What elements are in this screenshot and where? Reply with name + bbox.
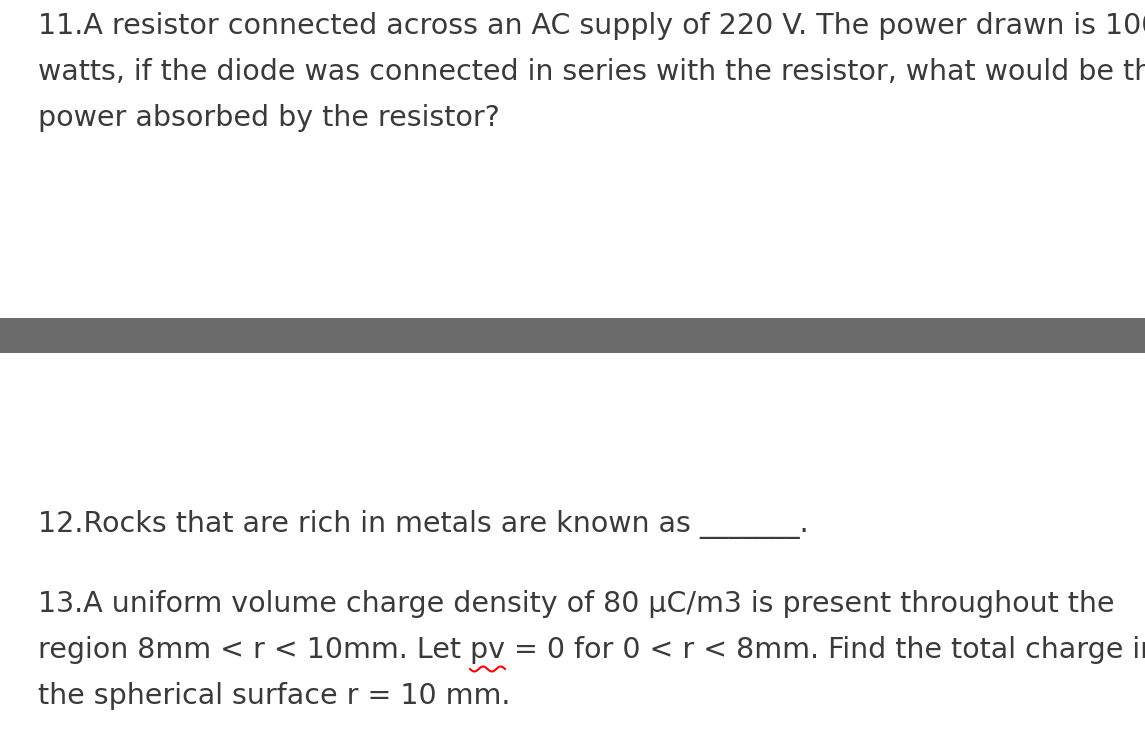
- Bar: [0, 318, 1145, 353]
- Text: watts, if the diode was connected in series with the resistor, what would be the: watts, if the diode was connected in ser…: [38, 58, 1145, 86]
- Text: 12.Rocks that are rich in metals are known as _______.: 12.Rocks that are rich in metals are kno…: [38, 510, 808, 539]
- Text: 11.A resistor connected across an AC supply of 220 V. The power drawn is 1000: 11.A resistor connected across an AC sup…: [38, 12, 1145, 40]
- Text: power absorbed by the resistor?: power absorbed by the resistor?: [38, 104, 500, 132]
- Text: region 8mm < r < 10mm. Let pv = 0 for 0 < r < 8mm. Find the total charge inside: region 8mm < r < 10mm. Let pv = 0 for 0 …: [38, 636, 1145, 664]
- Text: the spherical surface r = 10 mm.: the spherical surface r = 10 mm.: [38, 682, 511, 710]
- Text: 13.A uniform volume charge density of 80 μC/m3 is present throughout the: 13.A uniform volume charge density of 80…: [38, 590, 1114, 618]
